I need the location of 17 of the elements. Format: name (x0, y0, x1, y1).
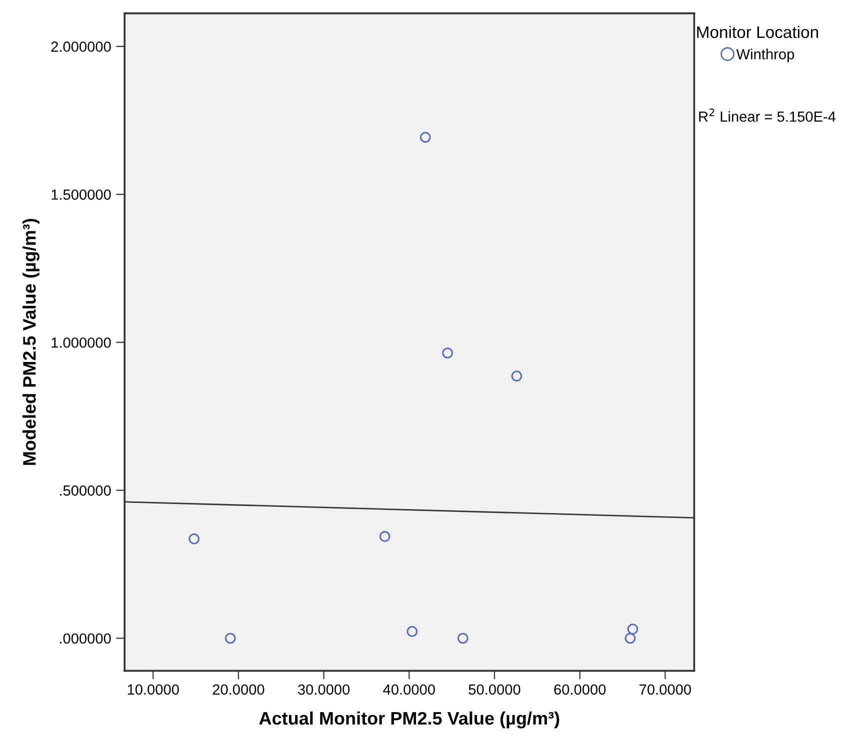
y-tick-label: .500000 (60, 485, 111, 496)
y-tick-label: .000000 (60, 633, 111, 644)
x-axis-title: Actual Monitor PM2.5 Value (µg/m³) (259, 711, 560, 728)
x-tick-label: 60.0000 (554, 684, 606, 695)
y-tick-label: 1.000000 (52, 337, 111, 348)
x-tick-label: 50.0000 (468, 684, 520, 695)
x-tick-label: 10.0000 (128, 684, 179, 695)
legend-title: Monitor Location (697, 26, 818, 38)
y-tick-label: 2.000000 (51, 42, 111, 52)
y-tick-label: 1.500000 (52, 189, 111, 200)
x-tick-label: 40.0000 (383, 684, 435, 695)
x-tick-label: 20.0000 (212, 684, 264, 695)
text: R$^{2}$ Linear = 5.150E-4 (699, 108, 836, 122)
x-tick-label: 70.0000 (640, 684, 691, 695)
x-tick-label: 30.0000 (298, 684, 350, 695)
y-axis-title: Modeled PM2.5 Value (µg/m³) (22, 218, 40, 465)
legend-label: Winthrop (736, 48, 794, 62)
